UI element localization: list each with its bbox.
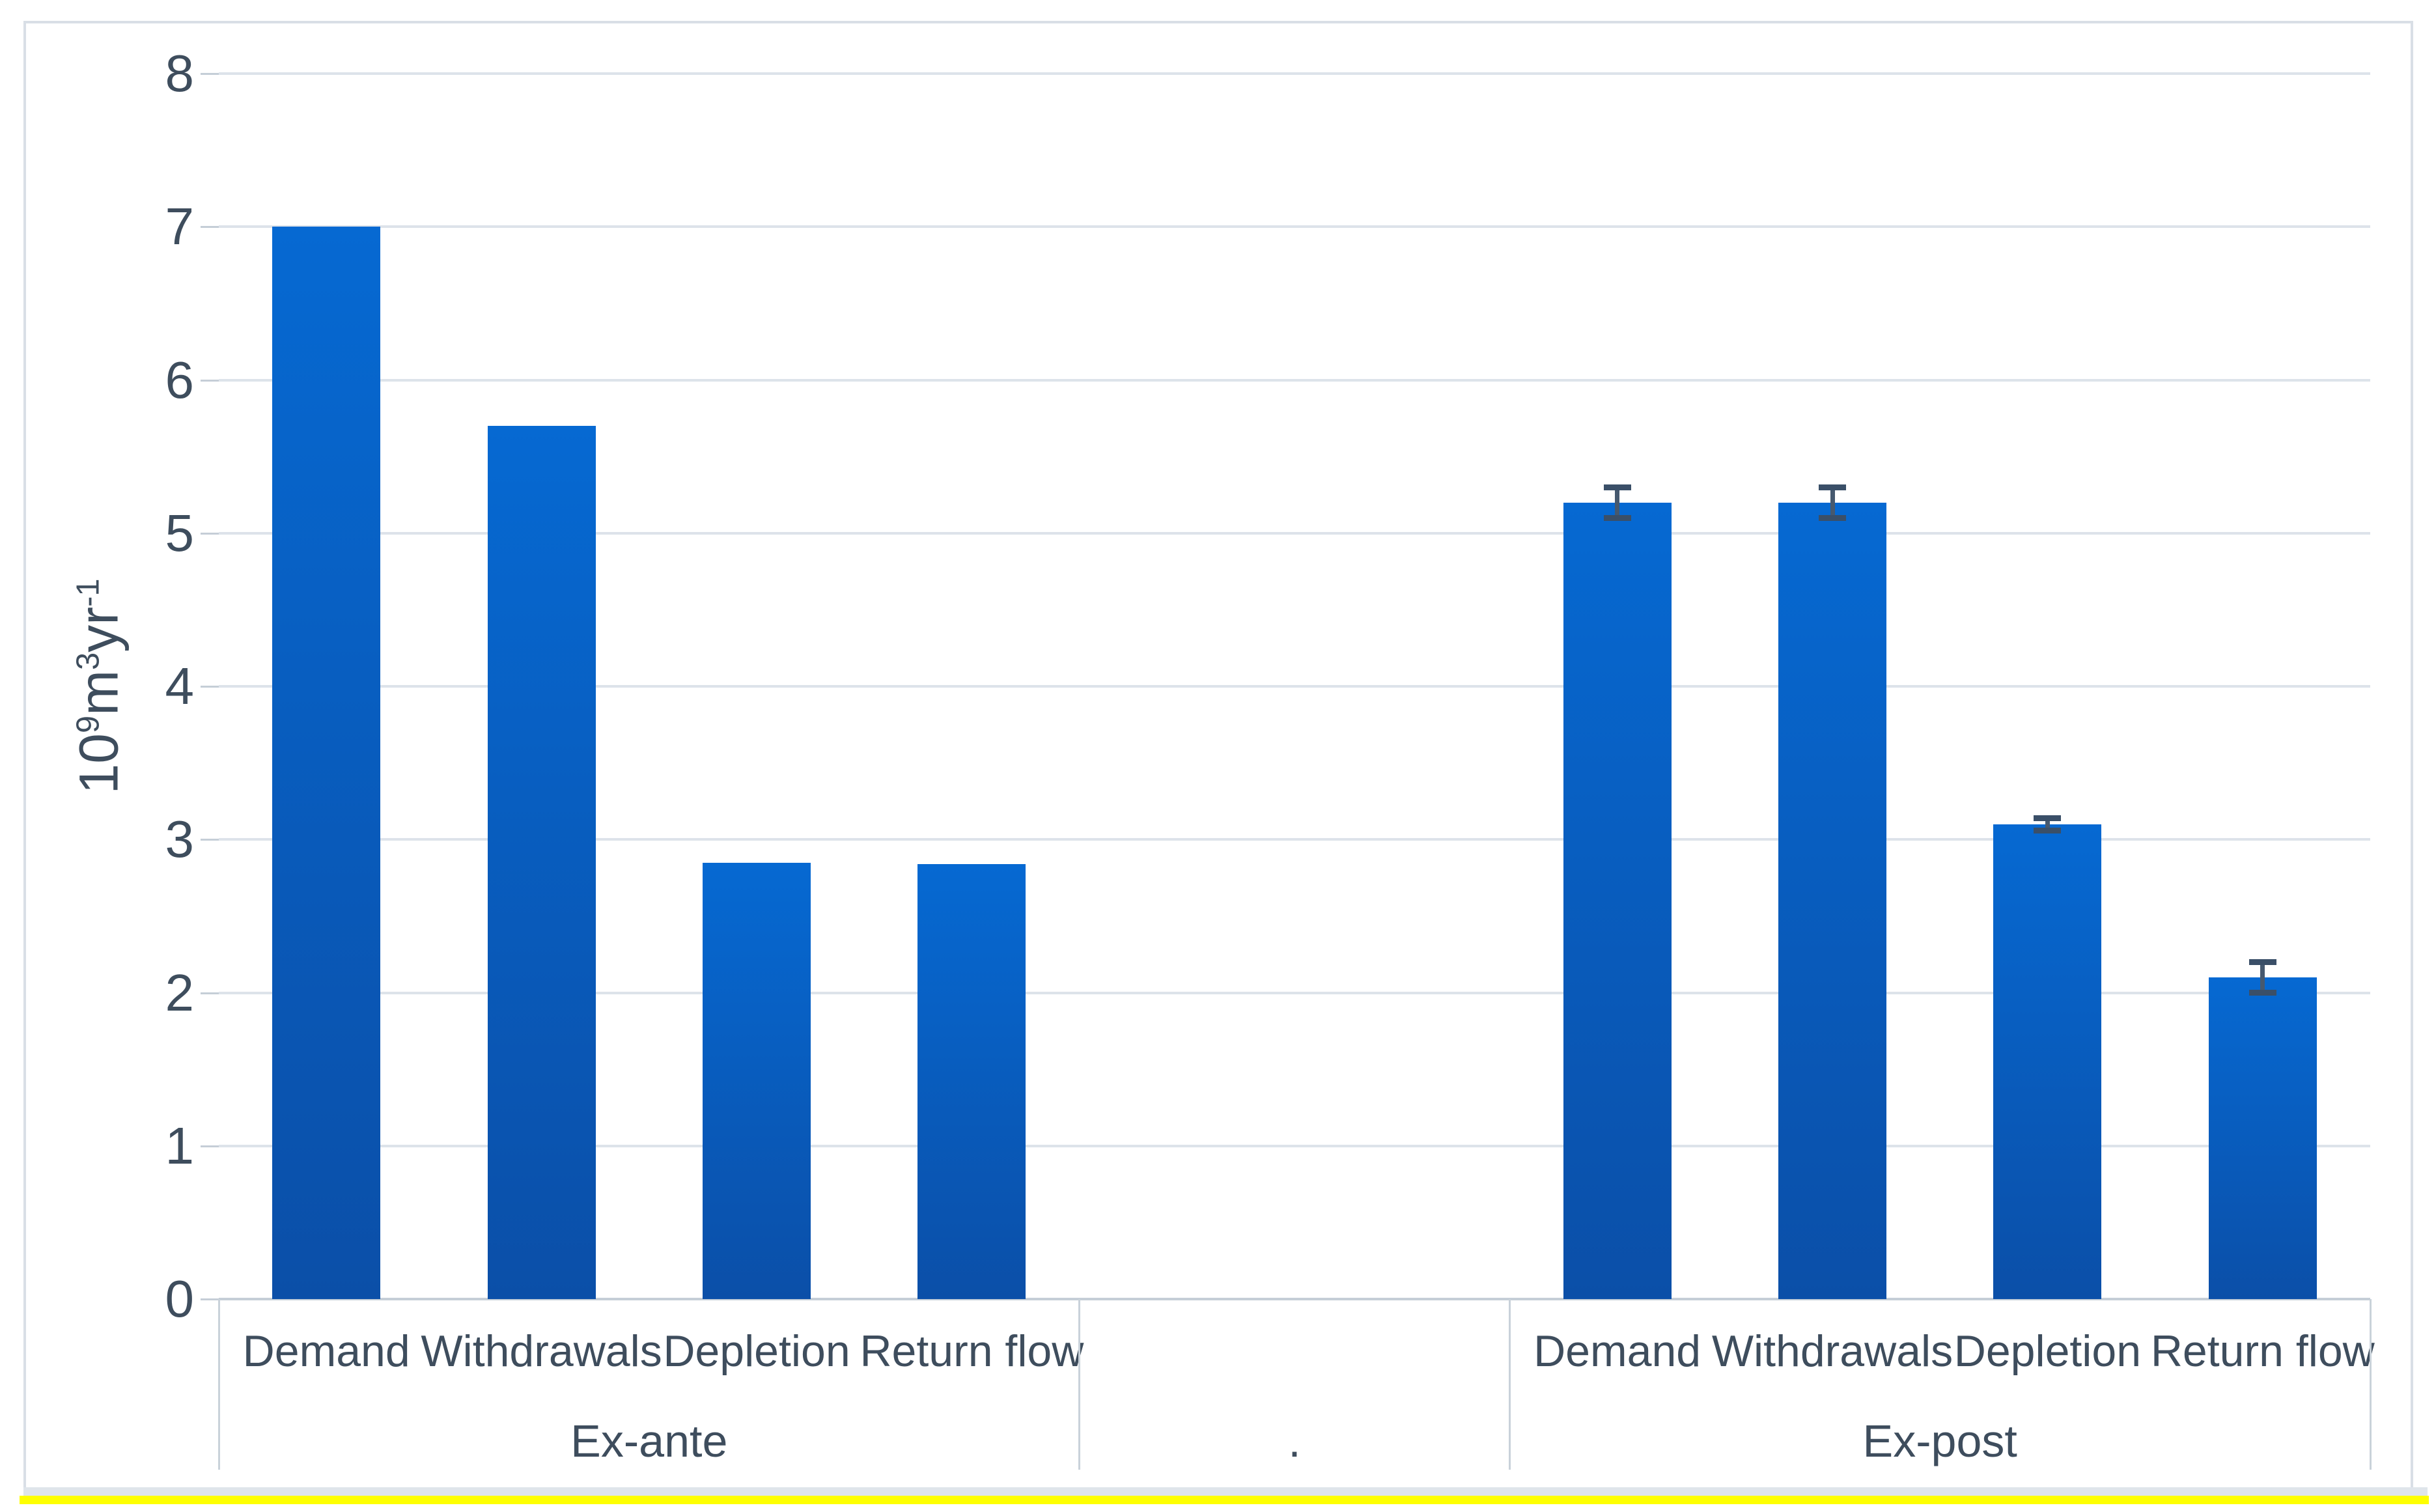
y-axis-tick-label: 1 (165, 1116, 195, 1175)
gridline (219, 838, 2370, 841)
y-axis-title-superscript: -1 (70, 578, 106, 607)
bar-ex-post-depletion (1993, 824, 2102, 1299)
chart-frame (23, 21, 2413, 1487)
yellow-highlight-line (20, 1496, 2429, 1504)
y-axis-tick (201, 226, 219, 229)
gridline (219, 378, 2370, 382)
y-axis-tick-label: 5 (165, 503, 195, 562)
y-axis-tick (201, 1145, 219, 1147)
y-axis-tick (201, 686, 219, 688)
y-axis-tick-label: 7 (165, 197, 195, 256)
gridline (219, 225, 2370, 229)
gridline (219, 685, 2370, 688)
error-bar-cap-top (2248, 959, 2276, 965)
axis-group-divider (2369, 1299, 2372, 1470)
y-axis-tick-label: 3 (165, 810, 195, 869)
error-bar-line (1830, 487, 1835, 518)
bottom-border-band (23, 1487, 2428, 1496)
category-label: Return flow (860, 1326, 1084, 1376)
category-label: Depletion (663, 1326, 850, 1376)
category-label: Demand (242, 1326, 410, 1376)
y-axis-tick-label: 4 (165, 657, 195, 715)
category-label: Withdrawals (421, 1326, 662, 1376)
axis-group-divider (1508, 1299, 1511, 1470)
error-bar-line (2045, 818, 2050, 831)
category-label: Demand (1533, 1326, 1701, 1376)
bar-ex-post-withdrawals (1778, 502, 1886, 1299)
error-bar-line (1615, 487, 1620, 518)
bar-ex-ante-depletion (703, 862, 811, 1299)
gridline (219, 72, 2370, 75)
axis-group-divider (1078, 1299, 1081, 1470)
error-bar-cap-bottom (1603, 514, 1631, 521)
category-label: Withdrawals (1711, 1326, 1953, 1376)
y-axis-tick (201, 73, 219, 75)
error-bar-cap-bottom (2248, 990, 2276, 996)
gridline (219, 531, 2370, 535)
group-label: Ex-post (1862, 1416, 2017, 1466)
group-label: Ex-ante (570, 1416, 728, 1466)
y-axis-tick-label: 0 (165, 1270, 195, 1328)
group-label: . (1288, 1416, 1301, 1466)
error-bar-cap-bottom (2034, 827, 2062, 833)
error-bar-cap-bottom (1819, 514, 1846, 521)
bar-ex-ante-return-flow (917, 863, 1026, 1299)
bar-ex-ante-withdrawals (487, 426, 596, 1299)
error-bar-line (2260, 962, 2265, 993)
error-bar-cap-top (1819, 484, 1846, 490)
gridline (219, 1144, 2370, 1147)
y-axis-title-superscript: 9 (70, 715, 106, 734)
axis-group-divider (217, 1299, 220, 1470)
bar-ex-post-demand (1563, 502, 1672, 1299)
error-bar-cap-top (1603, 484, 1631, 490)
y-axis-title: 109m3yr-1 (68, 579, 131, 794)
error-bar-cap-top (2034, 815, 2062, 821)
y-axis-title-text: m (68, 669, 130, 716)
y-axis-tick-label: 2 (165, 963, 195, 1022)
y-axis-tick (201, 1298, 219, 1300)
y-axis-tick (201, 379, 219, 382)
y-axis-tick (201, 532, 219, 535)
category-label: Return flow (2150, 1326, 2375, 1376)
gridline (219, 991, 2370, 994)
y-axis-tick-label: 8 (165, 44, 195, 102)
y-axis-title-superscript: 3 (70, 652, 106, 670)
x-axis-line (219, 1298, 2370, 1300)
y-axis-title-text: 10 (68, 733, 130, 794)
bar-ex-post-return-flow (2208, 977, 2317, 1299)
y-axis-tick (201, 839, 219, 841)
y-axis-tick-label: 6 (165, 350, 195, 409)
category-label: Depletion (1953, 1326, 2142, 1376)
y-axis-title-text: yr (68, 606, 130, 652)
bar-ex-ante-demand (272, 227, 381, 1299)
y-axis-tick (201, 992, 219, 994)
